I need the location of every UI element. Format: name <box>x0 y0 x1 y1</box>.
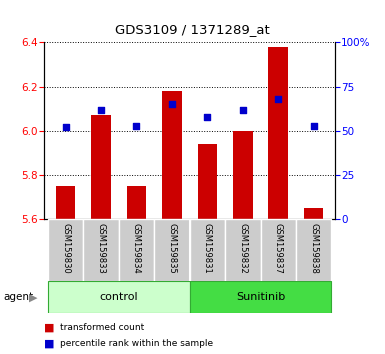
Bar <box>154 219 190 283</box>
Text: GSM159832: GSM159832 <box>238 223 247 273</box>
Text: GSM159838: GSM159838 <box>309 223 318 274</box>
Text: GSM159831: GSM159831 <box>203 223 212 273</box>
Point <box>62 125 69 130</box>
Bar <box>48 281 190 313</box>
Bar <box>127 186 146 219</box>
Bar <box>304 209 323 219</box>
Text: percentile rank within the sample: percentile rank within the sample <box>60 339 213 348</box>
Text: transformed count: transformed count <box>60 323 144 332</box>
Bar <box>162 91 182 219</box>
Bar <box>48 219 83 283</box>
Text: GSM159830: GSM159830 <box>61 223 70 273</box>
Text: GSM159833: GSM159833 <box>97 223 105 274</box>
Point <box>133 123 139 129</box>
Point <box>311 123 317 129</box>
Bar <box>190 219 225 283</box>
Point <box>275 96 281 102</box>
Point <box>169 102 175 107</box>
Bar <box>190 281 331 313</box>
Text: GSM159834: GSM159834 <box>132 223 141 273</box>
Bar <box>91 115 111 219</box>
Point <box>204 114 211 120</box>
Text: GSM159835: GSM159835 <box>167 223 176 273</box>
Text: ■: ■ <box>44 322 55 332</box>
Point <box>240 107 246 113</box>
Bar <box>233 131 253 219</box>
Text: GDS3109 / 1371289_at: GDS3109 / 1371289_at <box>115 23 270 36</box>
Bar <box>56 186 75 219</box>
Text: ■: ■ <box>44 338 55 348</box>
Text: GSM159837: GSM159837 <box>274 223 283 274</box>
Bar <box>83 219 119 283</box>
Bar <box>119 219 154 283</box>
Bar <box>198 144 217 219</box>
Bar <box>268 47 288 219</box>
Text: control: control <box>99 292 138 302</box>
Text: Sunitinib: Sunitinib <box>236 292 285 302</box>
Text: ▶: ▶ <box>29 292 37 302</box>
Bar <box>225 219 261 283</box>
Point <box>98 107 104 113</box>
Bar <box>296 219 331 283</box>
Text: agent: agent <box>4 292 34 302</box>
Bar <box>261 219 296 283</box>
